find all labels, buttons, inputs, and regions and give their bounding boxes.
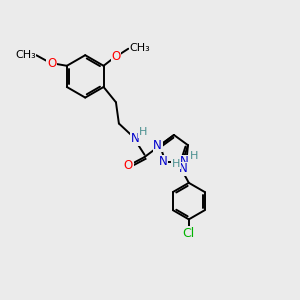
Text: N: N bbox=[180, 155, 188, 168]
Text: O: O bbox=[47, 57, 56, 70]
Text: H: H bbox=[190, 151, 198, 161]
Text: CH₃: CH₃ bbox=[130, 43, 150, 52]
Text: N: N bbox=[153, 139, 162, 152]
Text: H: H bbox=[139, 127, 147, 137]
Text: N: N bbox=[131, 132, 140, 145]
Text: H: H bbox=[172, 159, 180, 169]
Text: Cl: Cl bbox=[183, 227, 195, 240]
Text: O: O bbox=[124, 159, 133, 172]
Text: N: N bbox=[179, 162, 188, 175]
Text: CH₃: CH₃ bbox=[15, 50, 36, 60]
Text: N: N bbox=[159, 155, 167, 168]
Text: O: O bbox=[111, 50, 121, 63]
